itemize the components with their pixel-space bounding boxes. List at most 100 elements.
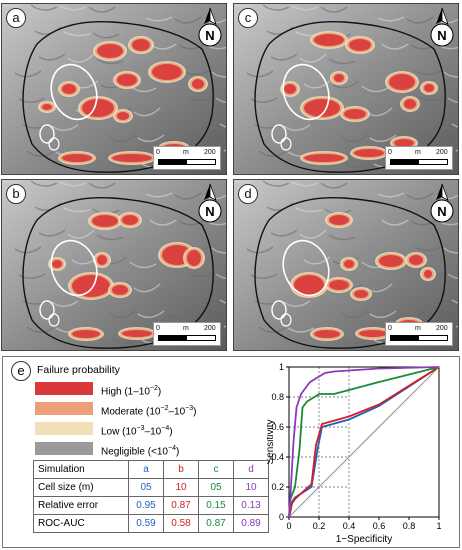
table-cell: 10 xyxy=(163,478,199,497)
panel-letter: d xyxy=(238,184,258,204)
table-cell: 0.59 xyxy=(128,514,164,533)
scale-label-unit: m xyxy=(183,149,189,156)
high-probability-zone xyxy=(152,64,182,80)
table-cell: 0.95 xyxy=(128,496,164,515)
high-probability-zone xyxy=(112,154,152,162)
x-tick-label: 0.8 xyxy=(403,521,416,531)
table-row: ROC-AUC 0.59 0.58 0.87 0.89 xyxy=(33,514,269,533)
hillshade-map xyxy=(234,180,458,350)
high-probability-zone xyxy=(304,154,344,162)
high-probability-zone xyxy=(52,260,62,268)
scale-bar: 0 m 200 xyxy=(153,146,221,170)
legend-title: Failure probability xyxy=(37,364,120,376)
scale-label-start: 0 xyxy=(388,149,392,156)
high-probability-zone xyxy=(62,84,76,94)
scale-bar: 0 m 200 xyxy=(385,146,453,170)
table-cell: 0.87 xyxy=(198,514,234,533)
scale-label-end: 200 xyxy=(204,325,216,332)
scale-label-unit: m xyxy=(183,325,189,332)
north-label: N xyxy=(437,28,446,43)
legend-label: Negligible (<10−4) xyxy=(101,445,180,458)
table-cell: 0.15 xyxy=(198,496,234,515)
scale-label-unit: m xyxy=(415,325,421,332)
scale-label-start: 0 xyxy=(156,325,160,332)
scale-graphic xyxy=(158,159,216,165)
roc-chart: 0 0.2 0.4 0.6 0.8 1 0 0.2 0.4 0.6 0.8 1 1−Specificit… xyxy=(267,362,442,545)
north-label: N xyxy=(437,204,446,219)
y-tick-label: 0.4 xyxy=(271,452,284,462)
table-cell: a xyxy=(128,460,164,479)
legend-swatch xyxy=(35,442,93,455)
high-probability-zone xyxy=(349,39,371,51)
high-probability-zone xyxy=(97,255,107,265)
table-cell: 0.87 xyxy=(163,496,199,515)
high-probability-zone xyxy=(354,149,384,157)
high-probability-zone xyxy=(354,290,368,298)
high-probability-zone xyxy=(117,112,129,120)
table-row: Relative error 0.95 0.87 0.15 0.13 xyxy=(33,496,269,515)
table-cell: Cell size (m) xyxy=(33,478,129,497)
map-panel-d: d N 0 m 200 xyxy=(233,179,459,351)
table-cell: d xyxy=(233,460,269,479)
roc-curve xyxy=(288,366,440,518)
panel-letter: c xyxy=(238,8,258,28)
high-probability-zone xyxy=(122,215,138,225)
high-probability-zone xyxy=(62,154,92,162)
table-row: Cell size (m) 05 10 05 10 xyxy=(33,478,269,497)
high-probability-zone xyxy=(359,330,387,337)
diagonal-reference-line xyxy=(288,366,440,518)
x-tick-label: 0.2 xyxy=(313,521,326,531)
high-probability-zone xyxy=(82,99,114,117)
high-probability-zone xyxy=(409,255,423,265)
high-probability-zone xyxy=(117,74,137,86)
legend-swatch xyxy=(35,402,93,415)
scale-label-start: 0 xyxy=(388,325,392,332)
map-panel-a: a N 0 m 200 xyxy=(1,3,227,175)
north-label: N xyxy=(205,28,214,43)
north-arrow-icon: N xyxy=(198,184,222,224)
high-probability-zone xyxy=(92,215,118,227)
high-probability-zone xyxy=(187,250,201,266)
north-arrow-icon: N xyxy=(430,8,454,48)
x-tick-label: 0.4 xyxy=(343,521,356,531)
x-tick-label: 0 xyxy=(286,521,291,531)
table-cell: Simulation xyxy=(33,460,129,479)
legend-swatch xyxy=(35,422,93,435)
white-outline-zone xyxy=(50,63,98,121)
high-probability-zone xyxy=(314,34,344,46)
table-cell: 0.89 xyxy=(233,514,269,533)
high-probability-zone xyxy=(389,74,415,90)
table-cell: 05 xyxy=(128,478,164,497)
panel-letter-e: e xyxy=(11,361,31,381)
high-probability-zone xyxy=(284,84,296,94)
y-tick-label: 0.8 xyxy=(271,392,284,402)
high-probability-zone xyxy=(424,84,434,92)
white-outline-zone xyxy=(282,239,330,297)
high-probability-zone xyxy=(344,260,354,268)
y-tick-label: 0.6 xyxy=(271,422,284,432)
scale-graphic xyxy=(390,335,448,341)
north-label: N xyxy=(205,204,214,219)
scale-bar: 0 m 200 xyxy=(385,322,453,346)
high-probability-zone xyxy=(344,109,366,119)
scale-label-end: 200 xyxy=(436,149,448,156)
x-axis-label: 1−Specificity xyxy=(336,534,392,545)
high-probability-zone xyxy=(424,270,432,278)
roc-curve xyxy=(288,366,440,518)
x-tick-label: 0.6 xyxy=(373,521,386,531)
panel-e: e Failure probability High (1–10−2) Moder… xyxy=(2,356,460,548)
high-probability-zone xyxy=(132,39,150,51)
scale-label-end: 200 xyxy=(204,149,216,156)
high-probability-zone xyxy=(72,275,110,297)
north-arrow-icon: N xyxy=(198,8,222,48)
legend-label: Low (10−3–10−4) xyxy=(101,425,173,438)
plot-frame xyxy=(288,366,440,518)
high-probability-zone xyxy=(394,139,414,147)
white-outline-zone xyxy=(50,239,98,297)
white-outline-zone xyxy=(282,63,330,121)
legend-label: High (1–10−2) xyxy=(101,385,162,398)
table-cell: 10 xyxy=(233,478,269,497)
hillshade-map xyxy=(2,4,226,174)
north-arrow-icon: N xyxy=(430,184,454,224)
legend-swatch xyxy=(35,382,93,395)
